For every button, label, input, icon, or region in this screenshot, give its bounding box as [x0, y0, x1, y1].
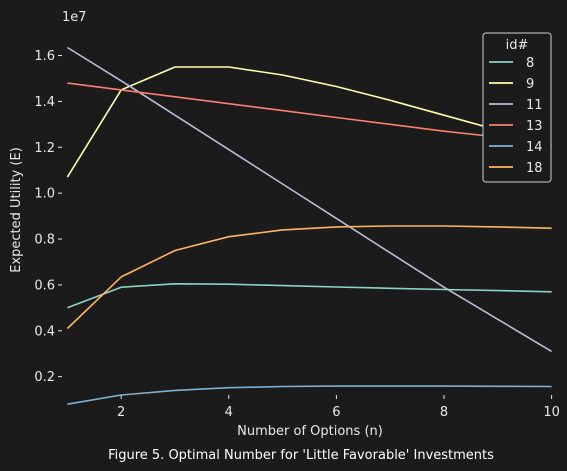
y-tick-label: 0.6	[34, 278, 55, 293]
x-tick-label: 2	[117, 405, 125, 420]
y-tick-label: 1.0	[34, 187, 55, 202]
legend-label: 8	[526, 56, 534, 71]
figure-caption: Figure 5. Optimal Number for 'Little Fav…	[108, 448, 494, 463]
series-line-14	[67, 385, 552, 405]
series-line-18	[66, 225, 552, 330]
y-tick-label: 0.2	[34, 370, 55, 385]
y-tick-label: 0.8	[34, 233, 55, 248]
legend-label: 18	[526, 161, 543, 176]
x-tick-label: 4	[225, 405, 233, 420]
series-line-9	[66, 66, 552, 178]
y-tick-label: 0.4	[34, 324, 55, 339]
legend-label: 11	[526, 98, 543, 113]
series-line-11	[66, 46, 553, 353]
x-axis: 2 4 6 8 10	[117, 395, 560, 420]
plot-area	[66, 46, 553, 405]
legend-label: 14	[526, 140, 543, 155]
y-axis: 0.2 0.4 0.6 0.8 1.0 1.2 1.4 1.6	[34, 49, 62, 385]
legend: id# 8 9 11 13 14 18	[482, 32, 552, 183]
series-line-13	[67, 82, 552, 145]
series-line-8	[67, 282, 552, 309]
y-tick-label: 1.2	[34, 141, 55, 156]
legend-label: 9	[526, 77, 534, 92]
y-axis-label: Expected Utility (E)	[9, 147, 24, 273]
x-axis-label: Number of Options (n)	[237, 424, 383, 439]
x-tick-label: 6	[332, 405, 340, 420]
y-offset-label: 1e7	[62, 10, 87, 25]
y-tick-label: 1.4	[34, 95, 55, 110]
legend-box	[482, 32, 552, 183]
legend-title: id#	[506, 38, 529, 53]
y-tick-label: 1.6	[34, 49, 55, 64]
legend-label: 13	[526, 119, 543, 134]
x-tick-label: 8	[440, 405, 448, 420]
x-tick-label: 10	[543, 405, 560, 420]
